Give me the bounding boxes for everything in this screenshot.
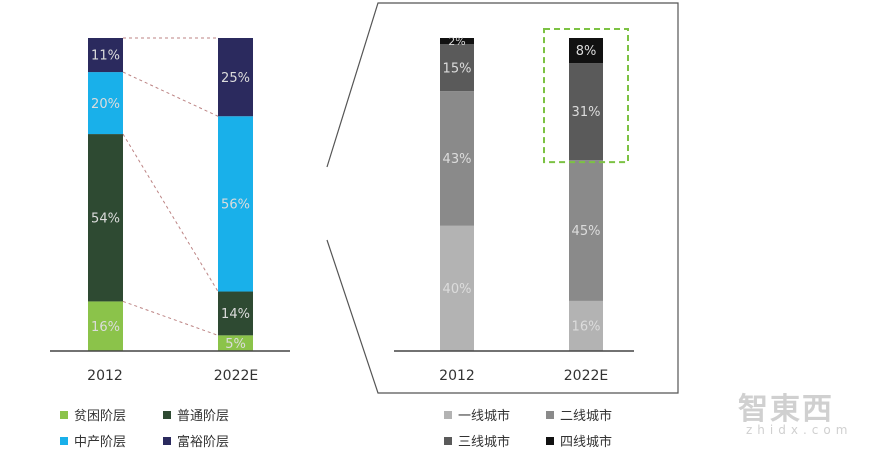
- data-label-c1-series-4e097ebf57ce5e02-2022E: 31%: [572, 105, 601, 120]
- data-label-c0-series-4e2d4ea796365c42-2022E: 56%: [221, 198, 250, 213]
- bar-segment-c1-series-4e007ebf57ce5e02-2022E: [569, 300, 603, 351]
- data-label-c0-series-8d2b56f096365c42-2022E: 5%: [225, 337, 246, 352]
- data-label-c0-series-4e2d4ea796365c42-2012: 20%: [91, 97, 120, 112]
- bar-segment-c0-series-666e901a96365c42-2012: [88, 134, 123, 302]
- data-label-c0-series-5bcc88d596365c42-2012: 11%: [91, 49, 120, 64]
- legend-label-poor: 贫困阶层: [74, 409, 127, 424]
- x-tick-label-c0-2012: 2012: [87, 368, 123, 384]
- watermark-logo: 智東西: [738, 392, 834, 427]
- data-label-c0-series-666e901a96365c42-2012: 54%: [91, 211, 120, 226]
- data-label-c1-series-4e8c7ebf57ce5e02-2022E: 45%: [572, 224, 601, 239]
- highlight-box: [543, 28, 629, 164]
- data-label-c1-series-56db7ebf57ce5e02-2012: 2%: [448, 35, 465, 48]
- legend-swatch-ordinary: [163, 410, 171, 419]
- x-tick-label-c1-2022E: 2022E: [564, 368, 608, 384]
- bar-segment-c0-series-666e901a96365c42-2022E: [218, 291, 253, 336]
- connector-line-2: [122, 133, 219, 292]
- bar-segment-c1-series-4e8c7ebf57ce5e02-2022E: [569, 160, 603, 301]
- bar-segment-c1-series-4e007ebf57ce5e02-2012: [440, 225, 474, 351]
- data-label-c1-series-4e8c7ebf57ce5e02-2012: 43%: [443, 152, 472, 167]
- watermark-subtext: zhidx.com: [746, 423, 853, 437]
- legend-label-tier1: 一线城市: [458, 409, 511, 424]
- legend-swatch-tier4: [546, 436, 554, 445]
- bar-segment-c1-series-56db7ebf57ce5e02-2012: [440, 38, 474, 45]
- legend-item-tier1: 一线城市: [444, 405, 510, 424]
- legend-label-ordinary: 普通阶层: [177, 409, 230, 424]
- data-label-c1-series-56db7ebf57ce5e02-2022E: 8%: [576, 44, 597, 59]
- bar-segment-c0-series-4e2d4ea796365c42-2022E: [218, 116, 253, 292]
- bar-segment-c1-series-4e097ebf57ce5e02-2022E: [569, 63, 603, 161]
- x-tick-label-c0-2022E: 2022E: [214, 368, 258, 384]
- data-label-c0-series-8d2b56f096365c42-2012: 16%: [91, 320, 120, 335]
- legend-item-tier2: 二线城市: [546, 405, 612, 424]
- legend-label-tier3: 三线城市: [458, 435, 511, 450]
- bar-segment-c1-series-4e8c7ebf57ce5e02-2012: [440, 91, 474, 226]
- bar-segment-c0-series-5bcc88d596365c42-2022E: [218, 38, 253, 117]
- legend-item-ordinary: 普通阶层: [163, 405, 229, 424]
- data-label-c1-series-4e007ebf57ce5e02-2012: 40%: [443, 282, 472, 297]
- bar-segment-c0-series-5bcc88d596365c42-2012: [88, 38, 123, 73]
- legend-label-middle: 中产阶层: [74, 435, 127, 450]
- legend-item-tier4: 四线城市: [546, 431, 612, 450]
- legend-item-wealthy: 富裕阶层: [163, 431, 229, 450]
- x-tick-label-c1-2012: 2012: [439, 368, 475, 384]
- legend-label-tier2: 二线城市: [560, 409, 613, 424]
- legend-label-wealthy: 富裕阶层: [177, 435, 230, 450]
- bar-segment-c1-series-56db7ebf57ce5e02-2022E: [569, 38, 603, 64]
- bar-segment-c1-series-4e097ebf57ce5e02-2012: [440, 44, 474, 92]
- data-label-c1-series-4e007ebf57ce5e02-2022E: 16%: [572, 320, 601, 335]
- legend-item-tier3: 三线城市: [444, 431, 510, 450]
- legend-swatch-tier1: [444, 410, 452, 419]
- data-label-c0-series-666e901a96365c42-2022E: 14%: [221, 307, 250, 322]
- data-label-c1-series-4e097ebf57ce5e02-2012: 15%: [443, 61, 472, 76]
- legend-swatch-wealthy: [163, 436, 171, 445]
- zoom-frame: [326, 2, 679, 394]
- connector-line-1: [122, 300, 219, 336]
- bar-segment-c0-series-8d2b56f096365c42-2022E: [218, 335, 253, 351]
- connector-line-3: [122, 71, 219, 117]
- legend-swatch-tier2: [546, 410, 554, 419]
- legend-item-poor: 贫困阶层: [60, 405, 126, 424]
- bar-segment-c0-series-4e2d4ea796365c42-2012: [88, 72, 123, 135]
- bar-segment-c0-series-8d2b56f096365c42-2012: [88, 301, 123, 351]
- legend-label-tier4: 四线城市: [560, 435, 613, 450]
- legend-swatch-tier3: [444, 436, 452, 445]
- data-label-c0-series-5bcc88d596365c42-2022E: 25%: [221, 71, 250, 86]
- legend-swatch-middle: [60, 436, 68, 445]
- legend-swatch-poor: [60, 410, 68, 419]
- legend-item-middle: 中产阶层: [60, 431, 126, 450]
